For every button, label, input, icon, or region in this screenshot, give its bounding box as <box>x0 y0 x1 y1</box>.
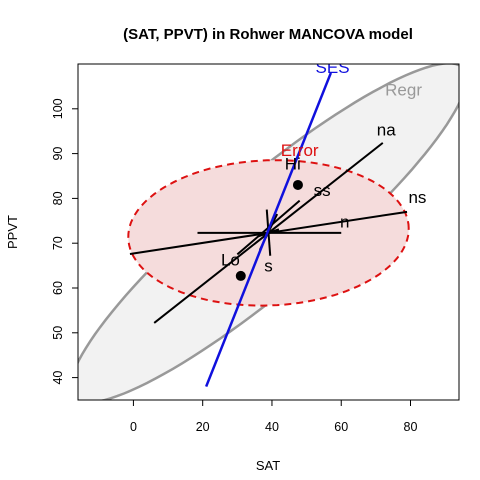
x-tick-label: 40 <box>265 420 279 434</box>
y-tick-label: 60 <box>51 281 65 295</box>
ses-line <box>204 72 333 388</box>
y-tick-label: 100 <box>51 98 65 119</box>
x-axis-label: SAT <box>256 458 280 473</box>
x-tick-label: 60 <box>334 420 348 434</box>
plot-frame <box>77 63 460 401</box>
label-s: s <box>264 256 273 275</box>
x-tick-label: 0 <box>130 420 137 434</box>
point-lo <box>235 270 246 281</box>
label-error: Error <box>281 141 319 160</box>
label-ss: ss <box>314 181 331 200</box>
y-tick-label: 90 <box>51 147 65 161</box>
y-axis: 40 50 60 70 80 90 100 <box>51 98 78 385</box>
point-hi <box>292 179 303 190</box>
label-ses: SES <box>316 58 350 77</box>
x-tick-label: 20 <box>196 420 210 434</box>
y-tick-label: 40 <box>51 371 65 385</box>
y-axis-label: PPVT <box>5 215 20 249</box>
y-tick-label: 80 <box>51 191 65 205</box>
y-tick-label: 70 <box>51 236 65 250</box>
x-tick-label: 80 <box>404 420 418 434</box>
label-lo: Lo <box>221 251 240 270</box>
chart-title: (SAT, PPVT) in Rohwer MANCOVA model <box>123 26 413 43</box>
label-na: na <box>377 121 396 140</box>
label-n: n <box>340 213 349 232</box>
label-regr: Regr <box>385 80 422 99</box>
label-ns: ns <box>408 188 426 207</box>
x-axis: 0 20 40 60 80 <box>130 400 418 434</box>
y-tick-label: 50 <box>51 326 65 340</box>
label-hi: Hi <box>285 154 301 173</box>
